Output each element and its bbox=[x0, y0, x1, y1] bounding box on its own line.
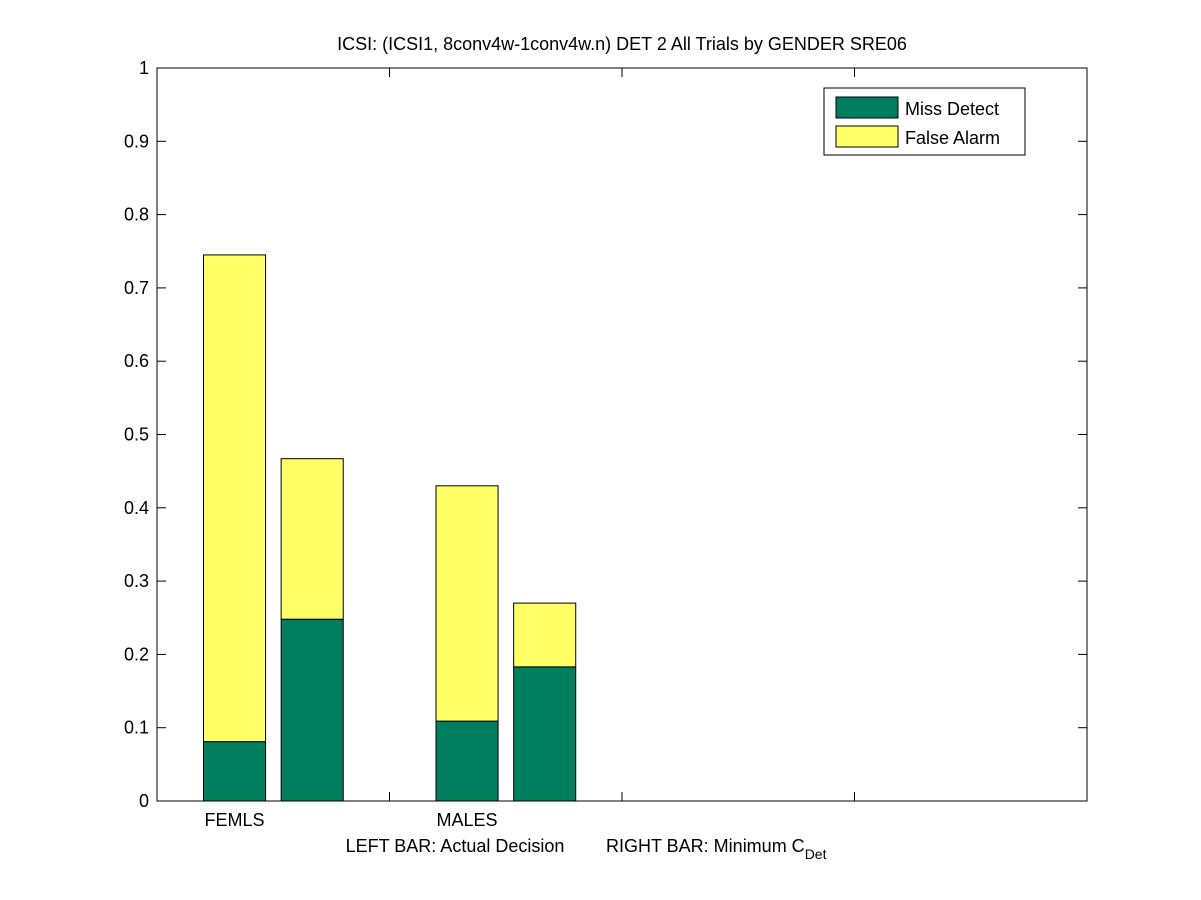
legend-label-miss-detect: Miss Detect bbox=[905, 99, 999, 119]
x-axis-label: LEFT BAR: Actual Decision bbox=[346, 836, 565, 856]
y-tick-label: 0.5 bbox=[124, 425, 149, 445]
x-axis-label-right: RIGHT BAR: Minimum CDet bbox=[606, 836, 827, 862]
y-tick-label: 0.8 bbox=[124, 205, 149, 225]
x-axis-label-right-subscript: Det bbox=[805, 846, 827, 862]
x-tick-label-femls: FEMLS bbox=[205, 810, 265, 830]
bar-femls-minimum-miss-detect bbox=[280, 618, 344, 802]
x-axis-label-right-main: RIGHT BAR: Minimum C bbox=[606, 836, 805, 856]
y-tick-label: 0.1 bbox=[124, 718, 149, 738]
legend: Miss Detect False Alarm bbox=[823, 87, 1026, 156]
y-tick-label: 0.3 bbox=[124, 571, 149, 591]
bar-males-minimum-false-alarm bbox=[513, 602, 577, 668]
y-tick-label: 0.9 bbox=[124, 131, 149, 151]
bar-males-actual-false-alarm bbox=[435, 485, 499, 722]
y-tick-label: 0.6 bbox=[124, 351, 149, 371]
bar-femls-actual-false-alarm bbox=[203, 254, 267, 743]
x-axis: FEMLS MALES bbox=[205, 68, 855, 830]
bar-males-actual-miss-detect bbox=[435, 720, 499, 802]
bar-males-minimum-miss-detect bbox=[513, 666, 577, 802]
legend-swatch-false-alarm bbox=[835, 125, 899, 148]
y-tick-label: 1 bbox=[139, 58, 149, 78]
chart-title: ICSI: (ICSI1, 8conv4w-1conv4w.n) DET 2 A… bbox=[337, 34, 907, 54]
bars bbox=[203, 254, 577, 802]
legend-swatch-miss-detect bbox=[835, 96, 899, 119]
bar-femls-minimum-false-alarm bbox=[280, 458, 344, 620]
y-tick-label: 0.2 bbox=[124, 644, 149, 664]
legend-label-false-alarm: False Alarm bbox=[905, 128, 1000, 148]
y-tick-label: 0 bbox=[139, 791, 149, 811]
bar-femls-actual-miss-detect bbox=[203, 741, 267, 802]
x-tick-label-males: MALES bbox=[437, 810, 498, 830]
y-tick-label: 0.4 bbox=[124, 498, 149, 518]
y-tick-label: 0.7 bbox=[124, 278, 149, 298]
y-axis: 0 0.1 0.2 0.3 0.4 0.5 0.6 0.7 0.8 0.9 1 bbox=[124, 58, 1087, 811]
